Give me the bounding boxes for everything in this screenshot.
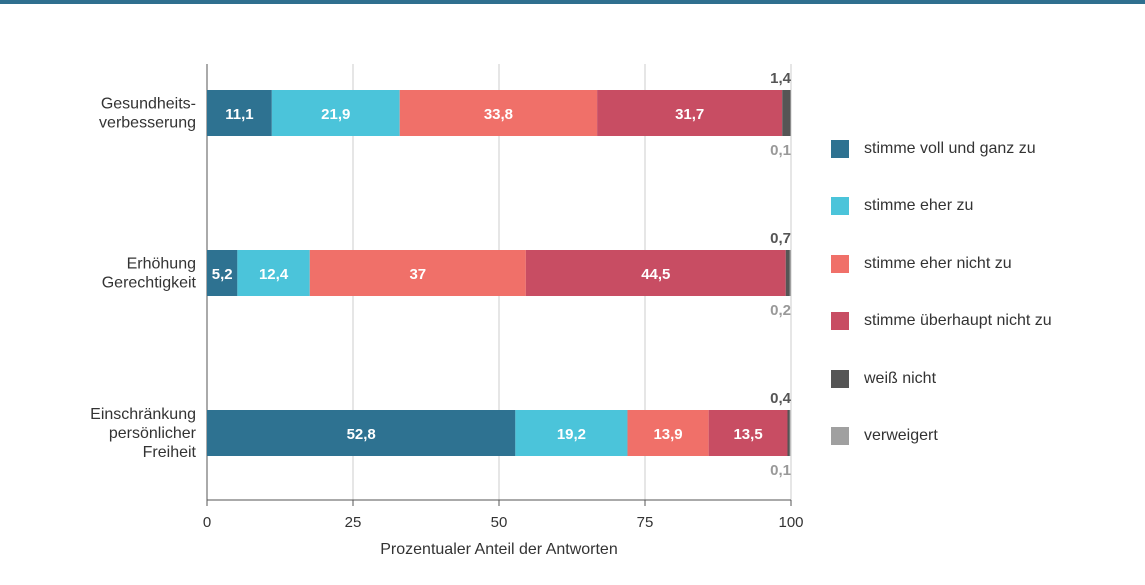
bar-segment [708,410,788,456]
bar-segment [789,410,791,456]
small-value-label-below: 0,1 [770,462,791,479]
legend-label: stimme eher zu [864,197,974,215]
bar-segment [789,250,791,296]
bar-segment [790,90,791,136]
small-value-label-above: 0,4 [770,390,792,407]
category-label: Einschränkung [90,406,196,423]
bar-value-label: 12,4 [259,266,289,283]
legend-swatch [831,312,849,331]
bar-value-label: 52,8 [347,426,376,443]
legend-swatch [831,140,849,158]
bar-segment [627,410,709,456]
small-value-label-above: 0,7 [770,230,791,247]
category-label: verbesserung [99,115,196,132]
category-label: persönlicher [109,425,197,442]
legend-swatch [831,254,849,273]
bar-segment [237,250,310,296]
bar-segment [399,90,598,136]
bar-value-label: 21,9 [321,106,350,123]
bar-segment [271,90,400,136]
category-label: Gesundheits- [101,96,196,113]
bar-segment [207,410,516,456]
category-label: Freiheit [143,444,197,461]
category-label: Erhöhung [127,256,196,273]
legend-label: stimme überhaupt nicht zu [864,312,1052,330]
bar-value-label: 19,2 [557,426,586,443]
small-value-label-below: 0,1 [770,142,791,159]
bar-value-label: 13,5 [733,426,762,443]
bar-segment [785,250,790,296]
bar-value-label: 13,9 [653,426,682,443]
bar-value-label: 5,2 [212,266,233,283]
x-tick-label: 25 [345,514,362,531]
small-value-label-above: 1,4 [770,70,792,87]
legend-label: verweigert [864,426,938,444]
legend-swatch [831,197,849,216]
bar-value-label: 33,8 [484,106,513,123]
bar-segment [782,90,791,136]
bar-segment [787,410,790,456]
legend-label: stimme voll und ganz zu [864,140,1036,157]
top-rule [0,0,1145,4]
legend-swatch [831,426,849,445]
bar-segment [525,250,786,296]
bar-value-label: 11,1 [225,106,253,123]
bar-value-label: 31,7 [675,106,704,123]
legend-label: stimme eher nicht zu [864,254,1012,272]
bar-value-label: 37 [409,266,426,283]
x-tick-label: 50 [491,514,508,531]
x-tick-label: 0 [203,514,211,531]
bar-segment [597,90,783,136]
bar-segment [207,90,272,136]
small-value-label-below: 0,2 [770,302,791,319]
x-axis-title: Prozentualer Anteil der Antworten [380,541,617,558]
x-tick-label: 75 [637,514,654,531]
x-tick-label: 100 [778,514,803,531]
bar-value-label: 44,5 [641,266,670,283]
legend-label: weiß nicht [864,369,937,387]
bar-segment [309,250,526,296]
bar-segment [515,410,628,456]
legend-swatch [831,369,849,388]
category-label: Gerechtigkeit [102,275,197,292]
bar-segment [207,250,238,296]
